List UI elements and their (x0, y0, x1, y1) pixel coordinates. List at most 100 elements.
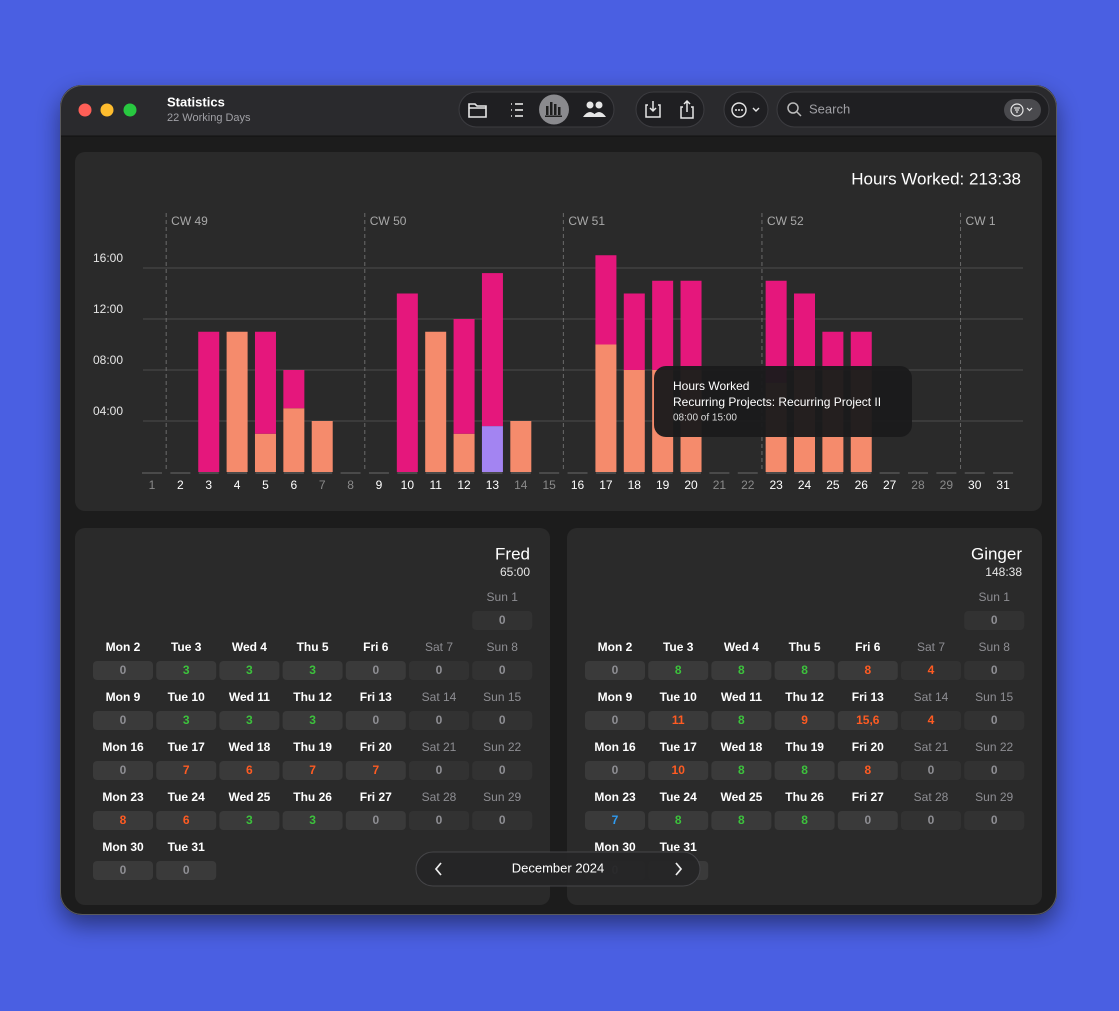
day-cell (648, 661, 709, 680)
day-cell (345, 761, 406, 780)
bar-segment (765, 280, 787, 383)
day-cell (156, 711, 217, 730)
day-cell (345, 711, 406, 730)
day-cell (156, 811, 217, 830)
zoom-button[interactable] (123, 103, 137, 117)
month-navigator: December 2024 (415, 851, 701, 887)
day-value: 0 (612, 663, 619, 677)
day-value: 3 (309, 663, 316, 677)
day-cell (711, 761, 772, 780)
day-label: Mon 16 (594, 740, 636, 754)
day-value: 4 (928, 713, 935, 727)
day-label: Mon 16 (102, 740, 144, 754)
day-value: 0 (991, 613, 998, 627)
day-cell (156, 861, 217, 880)
day-cell (774, 711, 835, 730)
day-label: Wed 4 (724, 640, 759, 654)
folder-icon[interactable] (468, 103, 487, 118)
previous-month[interactable] (434, 862, 442, 876)
bar-segment (850, 331, 872, 370)
bar-segment (623, 293, 645, 370)
filter-icon (1010, 103, 1033, 117)
day-cell (219, 761, 280, 780)
day-label: Mon 23 (594, 790, 636, 804)
day-label: Wed 4 (232, 640, 267, 654)
day-cell (585, 811, 645, 830)
day-label: Mon 2 (106, 640, 141, 654)
day-value: 0 (928, 813, 935, 827)
close-button[interactable] (78, 103, 92, 117)
share-icon[interactable] (680, 99, 694, 119)
bar-segment (481, 426, 503, 472)
day-cell (964, 761, 1025, 780)
day-cell (711, 661, 772, 680)
bar-segment (595, 344, 617, 472)
y-tick-label: 08:00 (93, 353, 123, 367)
day-label: Sat 7 (425, 640, 453, 654)
day-value: 10 (672, 763, 686, 777)
day-label: Sun 8 (487, 640, 519, 654)
x-tick-label: 8 (347, 478, 354, 492)
search-field[interactable] (776, 91, 1050, 128)
minimize-button[interactable] (100, 103, 114, 117)
day-value: 8 (738, 813, 745, 827)
day-label: Sun 1 (487, 590, 519, 604)
day-label: Sat 14 (914, 690, 949, 704)
day-cell (711, 811, 772, 830)
day-value: 0 (991, 663, 998, 677)
search-icon (787, 102, 802, 117)
day-label: Fri 20 (360, 740, 392, 754)
list-icon[interactable] (511, 103, 523, 117)
day-cell (964, 661, 1025, 680)
day-label: Sun 22 (483, 740, 521, 754)
y-tick-label: 04:00 (93, 404, 123, 418)
x-tick-label: 28 (911, 478, 925, 492)
day-cell (648, 761, 709, 780)
day-value: 8 (738, 713, 745, 727)
day-label: Tue 24 (660, 790, 697, 804)
x-tick-label: 1 (149, 478, 156, 492)
day-cell (901, 761, 961, 780)
day-cell (93, 661, 153, 680)
day-value: 0 (120, 863, 127, 877)
day-cell (837, 711, 898, 730)
day-label: Thu 26 (293, 790, 332, 804)
bar-segment (481, 273, 503, 427)
day-value: 6 (183, 813, 190, 827)
x-tick-label: 9 (376, 478, 383, 492)
import-icon[interactable] (645, 101, 661, 118)
chart-title: Hours Worked: 213:38 (851, 169, 1021, 188)
chart-panel (75, 152, 1042, 511)
day-cell (93, 761, 153, 780)
x-tick-label: 23 (769, 478, 783, 492)
people-icon[interactable] (583, 101, 606, 118)
x-tick-label: 3 (205, 478, 212, 492)
day-label: Tue 10 (168, 690, 205, 704)
search-placeholder: Search (809, 101, 850, 116)
bar-segment (283, 370, 305, 409)
week-label: CW 1 (966, 214, 996, 228)
person-total: 148:38 (985, 565, 1022, 579)
day-value: 0 (183, 863, 190, 877)
day-value: 11 (672, 713, 685, 727)
day-value: 0 (436, 713, 443, 727)
day-label: Thu 12 (785, 690, 824, 704)
bar-segment (425, 331, 447, 472)
day-label: Tue 10 (660, 690, 697, 704)
next-month[interactable] (675, 862, 683, 876)
day-value: 0 (991, 713, 998, 727)
day-cell (472, 811, 533, 830)
day-cell (472, 761, 533, 780)
day-cell (409, 711, 469, 730)
bar-segment (311, 421, 333, 472)
day-value: 0 (499, 813, 506, 827)
x-tick-label: 7 (319, 478, 326, 492)
day-label: Tue 3 (663, 640, 694, 654)
day-cell (472, 711, 533, 730)
day-value: 3 (246, 663, 253, 677)
day-value: 0 (372, 713, 379, 727)
day-value: 0 (120, 763, 127, 777)
day-value: 8 (738, 763, 745, 777)
bar-segment (396, 293, 418, 472)
day-value: 0 (991, 763, 998, 777)
